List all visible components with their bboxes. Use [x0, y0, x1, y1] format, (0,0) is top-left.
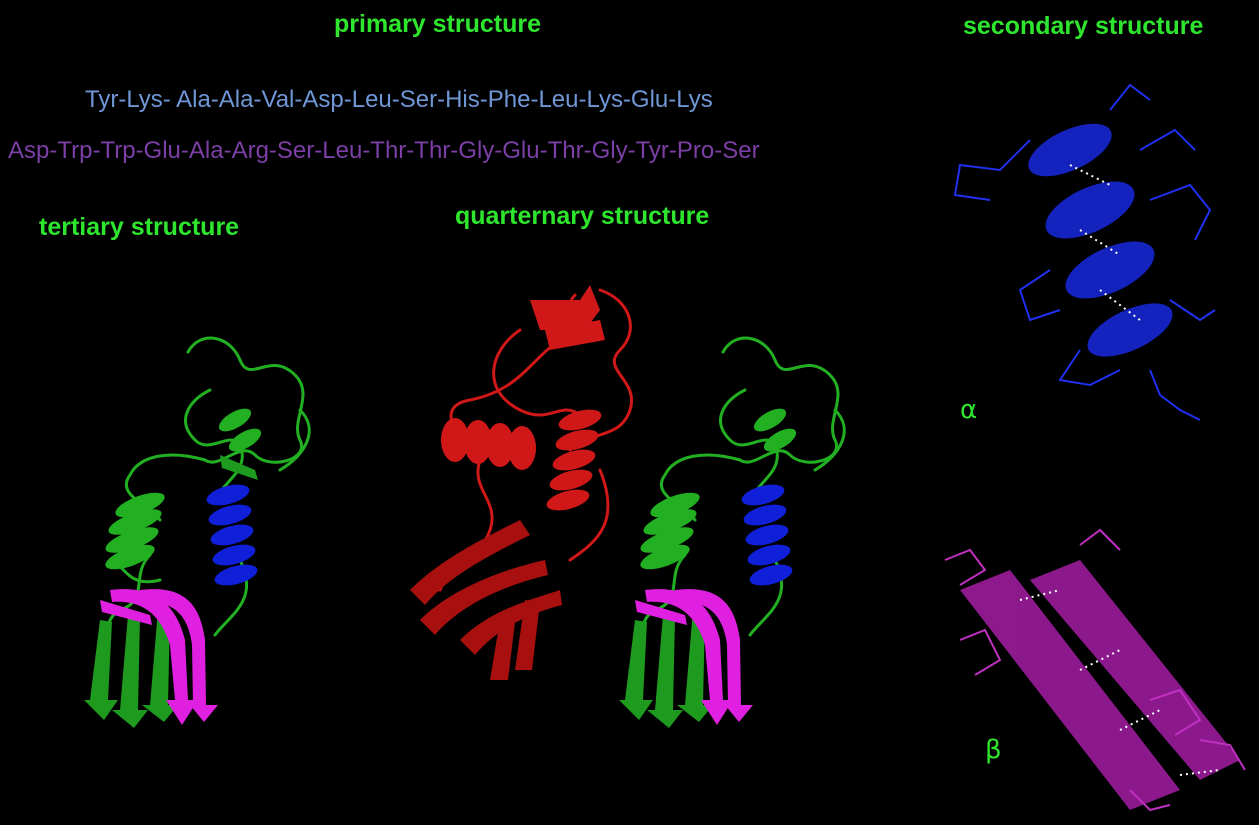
quaternary-structure-model	[410, 285, 846, 728]
beta-sheet-model	[944, 528, 1246, 812]
sequence-line-2: Asp-Trp-Trp-Glu-Ala-Arg-Ser-Leu-Thr-Thr-…	[8, 137, 760, 164]
quaternary-structure-label: quarternary structure	[455, 202, 710, 230]
tertiary-structure-label: tertiary structure	[39, 213, 240, 241]
alpha-helix-model	[953, 83, 1216, 421]
primary-structure-label: primary structure	[334, 10, 542, 38]
beta-sheet-label: β	[985, 735, 1002, 765]
secondary-structure-label: secondary structure	[963, 12, 1204, 40]
alpha-helix-label: α	[960, 395, 978, 425]
sequence-line-1: Tyr-Lys- Ala-Ala-Val-Asp-Leu-Ser-His-Phe…	[85, 86, 713, 113]
tertiary-structure-model	[84, 336, 311, 728]
